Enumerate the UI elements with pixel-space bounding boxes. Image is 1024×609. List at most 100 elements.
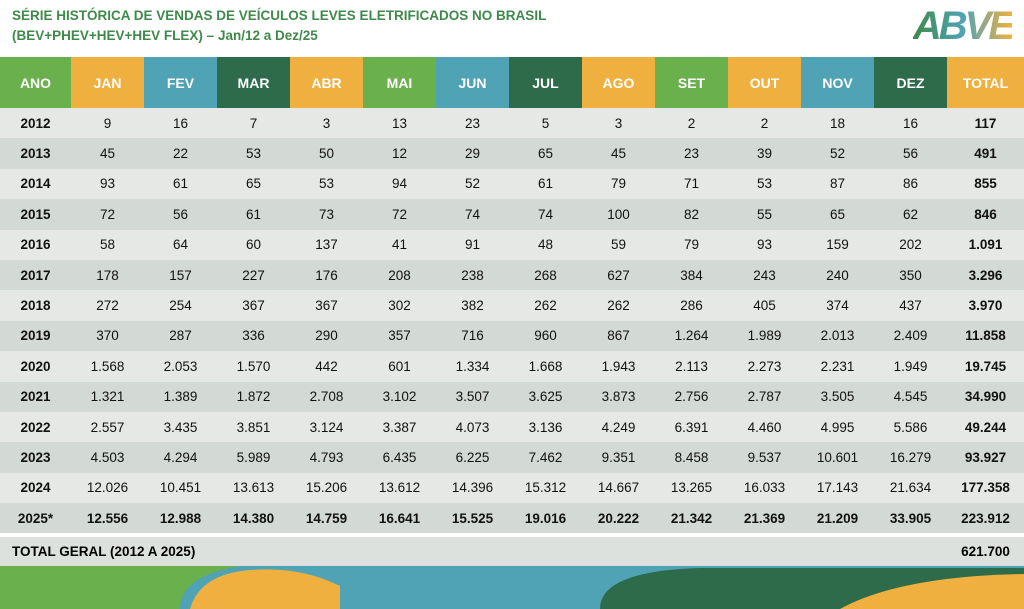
- table-cell: 208: [363, 259, 436, 291]
- table-cell: 82: [655, 199, 728, 230]
- table-cell: 72: [363, 199, 436, 230]
- table-cell: 374: [801, 290, 874, 321]
- table-cell: 2.273: [728, 351, 801, 382]
- table-cell: 16: [144, 108, 217, 139]
- table-cell: 59: [582, 229, 655, 260]
- table-cell: 16: [874, 108, 947, 139]
- table-cell: 79: [582, 168, 655, 200]
- column-header: MAI: [363, 57, 436, 108]
- table-cell: 55: [728, 199, 801, 230]
- table-cell: 4.460: [728, 411, 801, 443]
- column-header: JUN: [436, 57, 509, 108]
- table-cell: 71: [655, 168, 728, 200]
- table-cell: 157: [144, 259, 217, 291]
- table-cell: 1.334: [436, 351, 509, 382]
- table-cell: 23: [655, 138, 728, 169]
- table-cell: 382: [436, 290, 509, 321]
- table-cell: 4.249: [582, 411, 655, 443]
- table-cell: 2.708: [290, 381, 363, 412]
- column-header: AGO: [582, 57, 655, 108]
- table-cell: 16.033: [728, 472, 801, 504]
- table-cell: 45: [582, 138, 655, 169]
- table-cell: 5.586: [874, 411, 947, 443]
- year-cell: 2019: [0, 320, 71, 352]
- table-cell: 39: [728, 138, 801, 169]
- table-cell: 60: [217, 229, 290, 260]
- table-cell: 12.026: [71, 472, 144, 504]
- table-cell: 7: [217, 108, 290, 139]
- table-cell: 262: [582, 290, 655, 321]
- table-cell: 3.851: [217, 411, 290, 443]
- table-cell: 12.556: [71, 503, 144, 534]
- table-cell: 367: [217, 290, 290, 321]
- year-cell: 2023: [0, 442, 71, 473]
- table-cell: 1.264: [655, 320, 728, 352]
- table-cell: 4.995: [801, 411, 874, 443]
- table-cell: 3.625: [509, 381, 582, 412]
- table-cell: 13: [363, 108, 436, 139]
- table-cell: 86: [874, 168, 947, 200]
- table-cell: 14.380: [217, 503, 290, 534]
- table-cell: 4.294: [144, 442, 217, 473]
- table-cell: 238: [436, 259, 509, 291]
- table-cell: 3.387: [363, 411, 436, 443]
- table-cell: 73: [290, 199, 363, 230]
- table-cell: 4.545: [874, 381, 947, 412]
- year-cell: 2014: [0, 168, 71, 200]
- year-cell: 2025*: [0, 503, 71, 534]
- year-cell: 2018: [0, 290, 71, 321]
- table-cell: 3.435: [144, 411, 217, 443]
- table-cell: 287: [144, 320, 217, 352]
- table-cell: 48: [509, 229, 582, 260]
- logo-text: ABVE: [912, 4, 1015, 48]
- table-cell: 20.222: [582, 503, 655, 534]
- table-cell: 6.225: [436, 442, 509, 473]
- table-cell: 49.244: [947, 411, 1024, 443]
- table-cell: 18: [801, 108, 874, 139]
- table-cell: 1.949: [874, 351, 947, 382]
- table-cell: 2.053: [144, 351, 217, 382]
- table-cell: 262: [509, 290, 582, 321]
- table-cell: 627: [582, 259, 655, 291]
- table-cell: 21.342: [655, 503, 728, 534]
- table-cell: 10.601: [801, 442, 874, 473]
- table-cell: 6.435: [363, 442, 436, 473]
- table-cell: 716: [436, 320, 509, 352]
- table-cell: 22: [144, 138, 217, 169]
- table-cell: 58: [71, 229, 144, 260]
- table-cell: 53: [728, 168, 801, 200]
- table-cell: 45: [71, 138, 144, 169]
- total-value: 621.700: [961, 544, 1010, 559]
- table-cell: 302: [363, 290, 436, 321]
- table-cell: 21.369: [728, 503, 801, 534]
- table-cell: 34.990: [947, 381, 1024, 412]
- year-cell: 2015: [0, 199, 71, 230]
- table-cell: 223.912: [947, 503, 1024, 534]
- table-cell: 62: [874, 199, 947, 230]
- table-cell: 1.568: [71, 351, 144, 382]
- table-cell: 1.989: [728, 320, 801, 352]
- table-cell: 61: [144, 168, 217, 200]
- table-cell: 74: [436, 199, 509, 230]
- year-cell: 2020: [0, 351, 71, 382]
- table-cell: 384: [655, 259, 728, 291]
- column-header: JAN: [71, 57, 144, 108]
- table-cell: 61: [509, 168, 582, 200]
- table-cell: 2.231: [801, 351, 874, 382]
- column-header: SET: [655, 57, 728, 108]
- table-cell: 336: [217, 320, 290, 352]
- table-cell: 350: [874, 259, 947, 291]
- total-label: TOTAL GERAL (2012 A 2025): [12, 544, 196, 559]
- table-cell: 16.279: [874, 442, 947, 473]
- column-header: DEZ: [874, 57, 947, 108]
- table-cell: 52: [436, 168, 509, 200]
- table-cell: 9.351: [582, 442, 655, 473]
- table-cell: 437: [874, 290, 947, 321]
- table-cell: 1.943: [582, 351, 655, 382]
- table-cell: 2: [655, 108, 728, 139]
- year-cell: 2012: [0, 108, 71, 139]
- table-cell: 3: [582, 108, 655, 139]
- table-cell: 3.102: [363, 381, 436, 412]
- table-cell: 5.989: [217, 442, 290, 473]
- table-cell: 176: [290, 259, 363, 291]
